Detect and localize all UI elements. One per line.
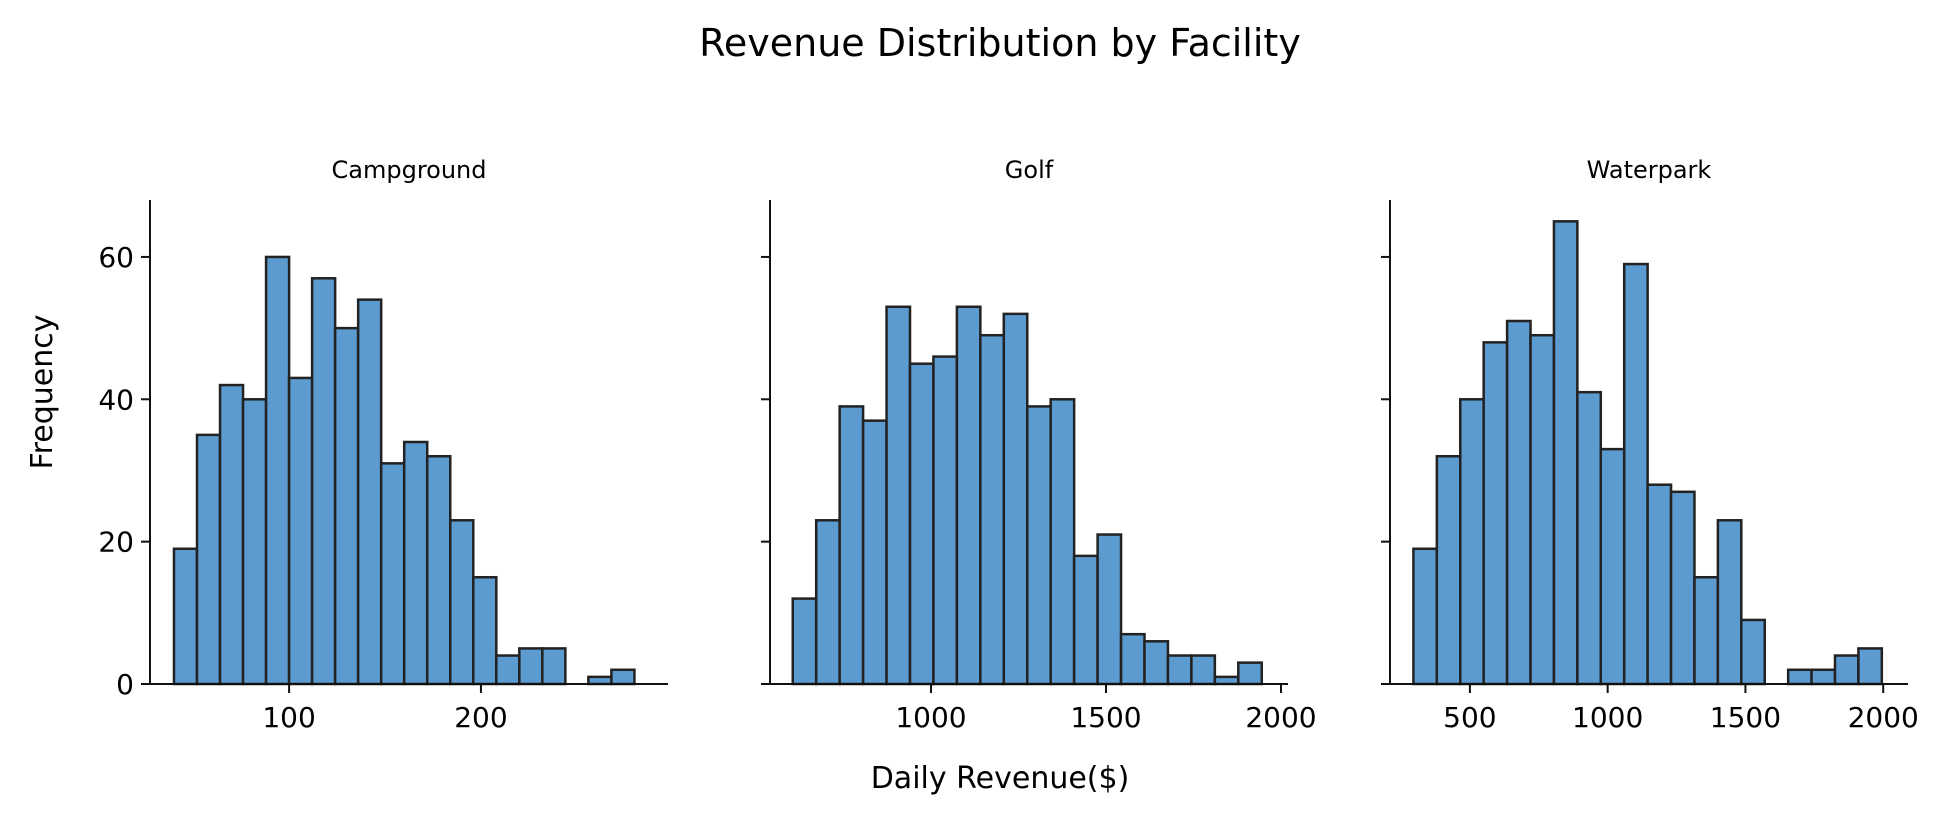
histogram-bar xyxy=(1693,575,1720,686)
y-tick-label: 0 xyxy=(116,668,134,701)
x-tick-label: 1500 xyxy=(1070,701,1141,734)
histogram-bar xyxy=(1190,654,1217,686)
histogram-bar xyxy=(1482,341,1509,686)
histogram-bar xyxy=(241,398,268,686)
histogram-bar xyxy=(1716,519,1743,686)
panel-campground: Campground 0 20 40 60 100 200 xyxy=(98,156,668,734)
histogram-bar xyxy=(1459,398,1485,686)
x-tick-label: 100 xyxy=(262,701,315,734)
histogram-bar xyxy=(1213,675,1240,686)
histogram-bar xyxy=(518,647,544,686)
panel-waterpark: Waterpark 500 1000 1500 2000 xyxy=(1381,156,1919,734)
histogram-bar xyxy=(814,519,841,686)
histogram-bar xyxy=(333,326,360,686)
x-tick-label: 2000 xyxy=(1245,701,1316,734)
histogram-bar xyxy=(264,255,291,686)
histogram-bar xyxy=(1857,647,1884,686)
histogram-bar xyxy=(495,654,521,686)
histogram-bar xyxy=(1529,333,1556,686)
histogram-bar xyxy=(1622,262,1649,686)
chart-title: Revenue Distribution by Facility xyxy=(699,21,1301,65)
histogram-bar xyxy=(1166,654,1193,686)
histogram-bar xyxy=(287,376,314,686)
y-tick-label: 60 xyxy=(98,241,134,274)
histogram-bar xyxy=(541,647,567,686)
x-tick-label: 200 xyxy=(454,701,507,734)
panel-golf: Golf 1000 1500 2000 xyxy=(761,156,1317,734)
histogram-bar xyxy=(1412,547,1439,686)
histogram-bar xyxy=(195,433,222,686)
y-axis-label: Frequency xyxy=(25,315,60,470)
histogram-bar xyxy=(1833,654,1860,686)
histogram-bar xyxy=(885,305,912,686)
histogram-bar xyxy=(1599,447,1626,686)
histogram-bar xyxy=(218,383,245,686)
histogram-bar xyxy=(1505,319,1532,686)
histogram-bar xyxy=(1072,554,1099,686)
histogram-bar xyxy=(1237,661,1264,686)
x-tick-label: 500 xyxy=(1443,701,1496,734)
y-tick-label: 40 xyxy=(98,383,134,416)
histogram-bar xyxy=(1026,405,1052,686)
x-tick-label: 1000 xyxy=(1572,701,1643,734)
panel-title: Golf xyxy=(1005,156,1054,184)
histogram-bar xyxy=(1049,398,1076,686)
histogram-bar xyxy=(1119,632,1146,686)
histogram-bar xyxy=(1786,668,1813,686)
y-tick-label: 20 xyxy=(98,526,134,559)
histogram-bar xyxy=(425,454,452,686)
histogram-bar xyxy=(979,333,1006,686)
histogram-bar xyxy=(402,440,429,686)
histogram-bar xyxy=(932,355,959,686)
x-axis-label: Daily Revenue($) xyxy=(871,761,1130,796)
panel-title: Waterpark xyxy=(1587,156,1712,184)
histogram-bar xyxy=(1810,668,1837,686)
histogram-bar xyxy=(838,405,865,686)
histogram-bar xyxy=(1646,483,1673,686)
panel-title: Campground xyxy=(332,156,487,184)
x-tick-label: 1000 xyxy=(895,701,966,734)
histogram-bar xyxy=(1552,220,1579,686)
histogram-bar xyxy=(908,362,935,686)
histogram-bar xyxy=(1435,454,1462,686)
histogram-bar xyxy=(1143,640,1170,686)
histogram-bar xyxy=(610,668,636,686)
histogram-bar xyxy=(379,462,406,686)
histogram-bar xyxy=(472,575,498,686)
histogram-bar xyxy=(1576,390,1603,686)
x-tick-label: 2000 xyxy=(1848,701,1919,734)
histogram-bar xyxy=(448,519,475,686)
histogram-bar xyxy=(310,277,337,686)
histogram-bar xyxy=(791,597,818,686)
histogram-bar xyxy=(955,305,982,686)
histogram-bar xyxy=(1740,618,1766,686)
x-tick-label: 1500 xyxy=(1710,701,1781,734)
histogram-bar xyxy=(1096,533,1123,686)
histogram-bar xyxy=(861,419,888,686)
histogram-bar xyxy=(356,298,383,686)
histogram-bar xyxy=(587,675,613,686)
histogram-bar xyxy=(1002,312,1029,686)
histogram-bar xyxy=(1669,490,1696,686)
histogram-bar xyxy=(172,547,199,686)
